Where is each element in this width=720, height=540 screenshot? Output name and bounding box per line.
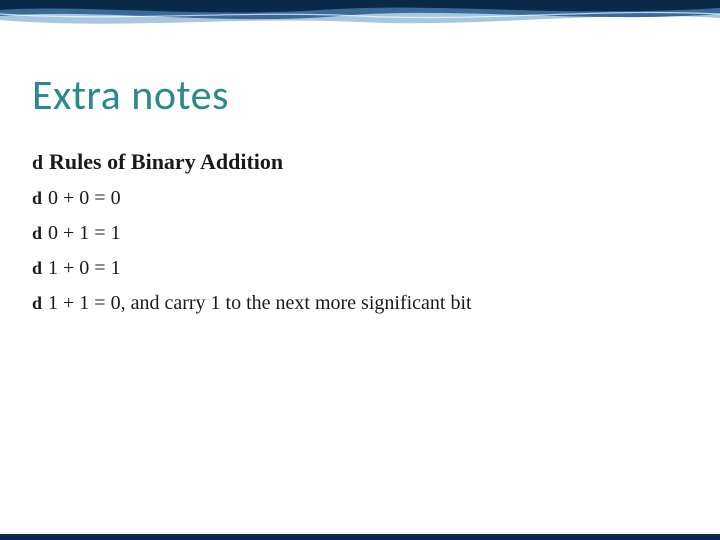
bottom-border [0, 534, 720, 540]
bullet-item: d 0 + 0 = 0 [32, 187, 688, 210]
bullet-icon: d [32, 152, 43, 175]
bullet-list: dRules of Binary Additiond0 + 0 = 0d0 + … [32, 149, 688, 315]
bullet-text: 1 + 1 = 0, and carry 1 to the next more … [48, 292, 472, 315]
bullet-item: d 0 + 1 = 1 [32, 222, 688, 245]
slide-title: Extra notes [32, 70, 688, 121]
bullet-icon: d [32, 188, 42, 209]
bullet-text: 0 + 0 = 0 [48, 187, 121, 210]
bullet-icon: d [32, 293, 42, 314]
bullet-item: d 1 + 0 = 1 [32, 257, 688, 280]
slide-content: Extra notes dRules of Binary Additiond0 … [32, 70, 688, 327]
top-wave-decoration [0, 0, 720, 50]
bullet-text: Rules of Binary Addition [49, 149, 283, 175]
bullet-icon: d [32, 258, 42, 279]
bullet-icon: d [32, 223, 42, 244]
bullet-text: 1 + 0 = 1 [48, 257, 121, 280]
bullet-item: d Rules of Binary Addition [32, 149, 688, 175]
bullet-text: 0 + 1 = 1 [48, 222, 121, 245]
bullet-item: d 1 + 1 = 0, and carry 1 to the next more… [32, 292, 688, 315]
